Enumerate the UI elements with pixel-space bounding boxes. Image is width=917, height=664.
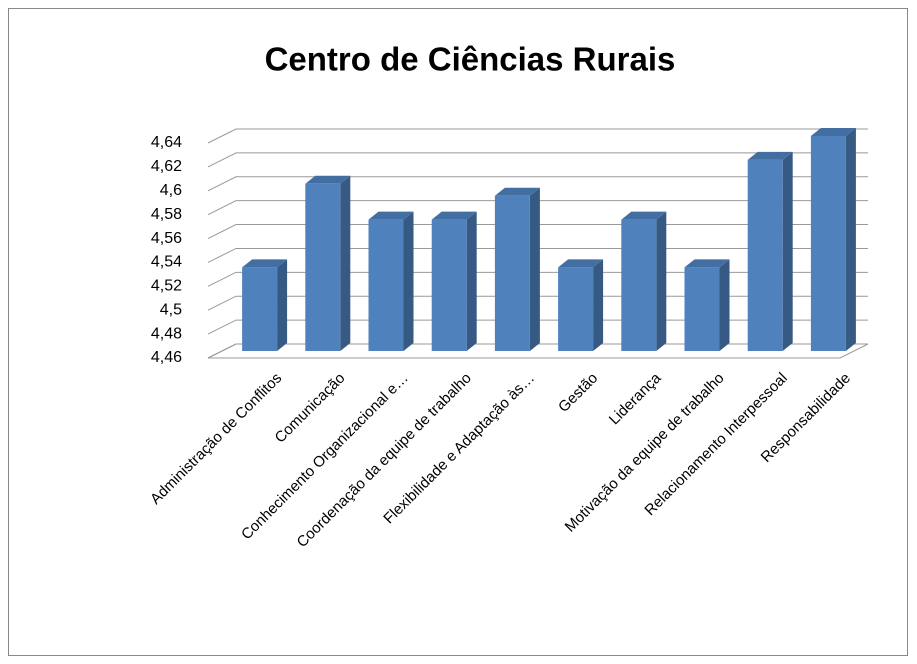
- bar: [621, 219, 657, 351]
- y-tick-label: 4,46: [151, 349, 182, 366]
- bar: [368, 219, 404, 351]
- bar-side: [656, 211, 667, 351]
- bar-top: [431, 211, 477, 220]
- bar: [684, 267, 720, 351]
- bar: [558, 267, 594, 351]
- y-tick-label: 4,62: [151, 158, 182, 175]
- bar-top: [558, 259, 604, 268]
- grid-line: [207, 152, 868, 168]
- bar-side: [340, 175, 351, 351]
- bar: [305, 183, 341, 351]
- bar-side: [593, 259, 604, 351]
- y-tick-label: 4,58: [151, 206, 182, 223]
- bar: [494, 195, 530, 351]
- bar: [431, 219, 467, 351]
- bar-side: [277, 259, 288, 351]
- y-tick-label: 4,56: [151, 230, 182, 247]
- bar-top: [368, 211, 414, 220]
- grid-line: [207, 176, 868, 192]
- bar-top: [305, 175, 351, 184]
- y-tick-label: 4,5: [160, 301, 182, 318]
- bar-top: [684, 259, 730, 268]
- grid-line: [207, 200, 868, 216]
- bar-side: [466, 211, 477, 351]
- y-tick-label: 4,54: [151, 254, 182, 271]
- bar: [810, 136, 846, 351]
- bar-top: [621, 211, 667, 220]
- bar-side: [719, 259, 730, 351]
- bar-side: [845, 128, 856, 351]
- y-tick-label: 4,64: [151, 134, 182, 151]
- bar-top: [242, 259, 288, 268]
- bar-top: [810, 128, 856, 136]
- bar-side: [529, 187, 540, 351]
- bar-side: [403, 211, 414, 351]
- grid-line: [207, 128, 868, 144]
- y-tick-label: 4,6: [160, 182, 182, 199]
- bar: [242, 267, 278, 351]
- chart-title: Centro de Ciências Rurais: [265, 41, 676, 78]
- bar-top: [747, 151, 793, 160]
- y-tick-label: 4,48: [151, 325, 182, 342]
- bar: [747, 159, 783, 351]
- bar-side: [782, 151, 793, 351]
- y-tick-label: 4,52: [151, 278, 182, 295]
- bar-top: [494, 187, 540, 196]
